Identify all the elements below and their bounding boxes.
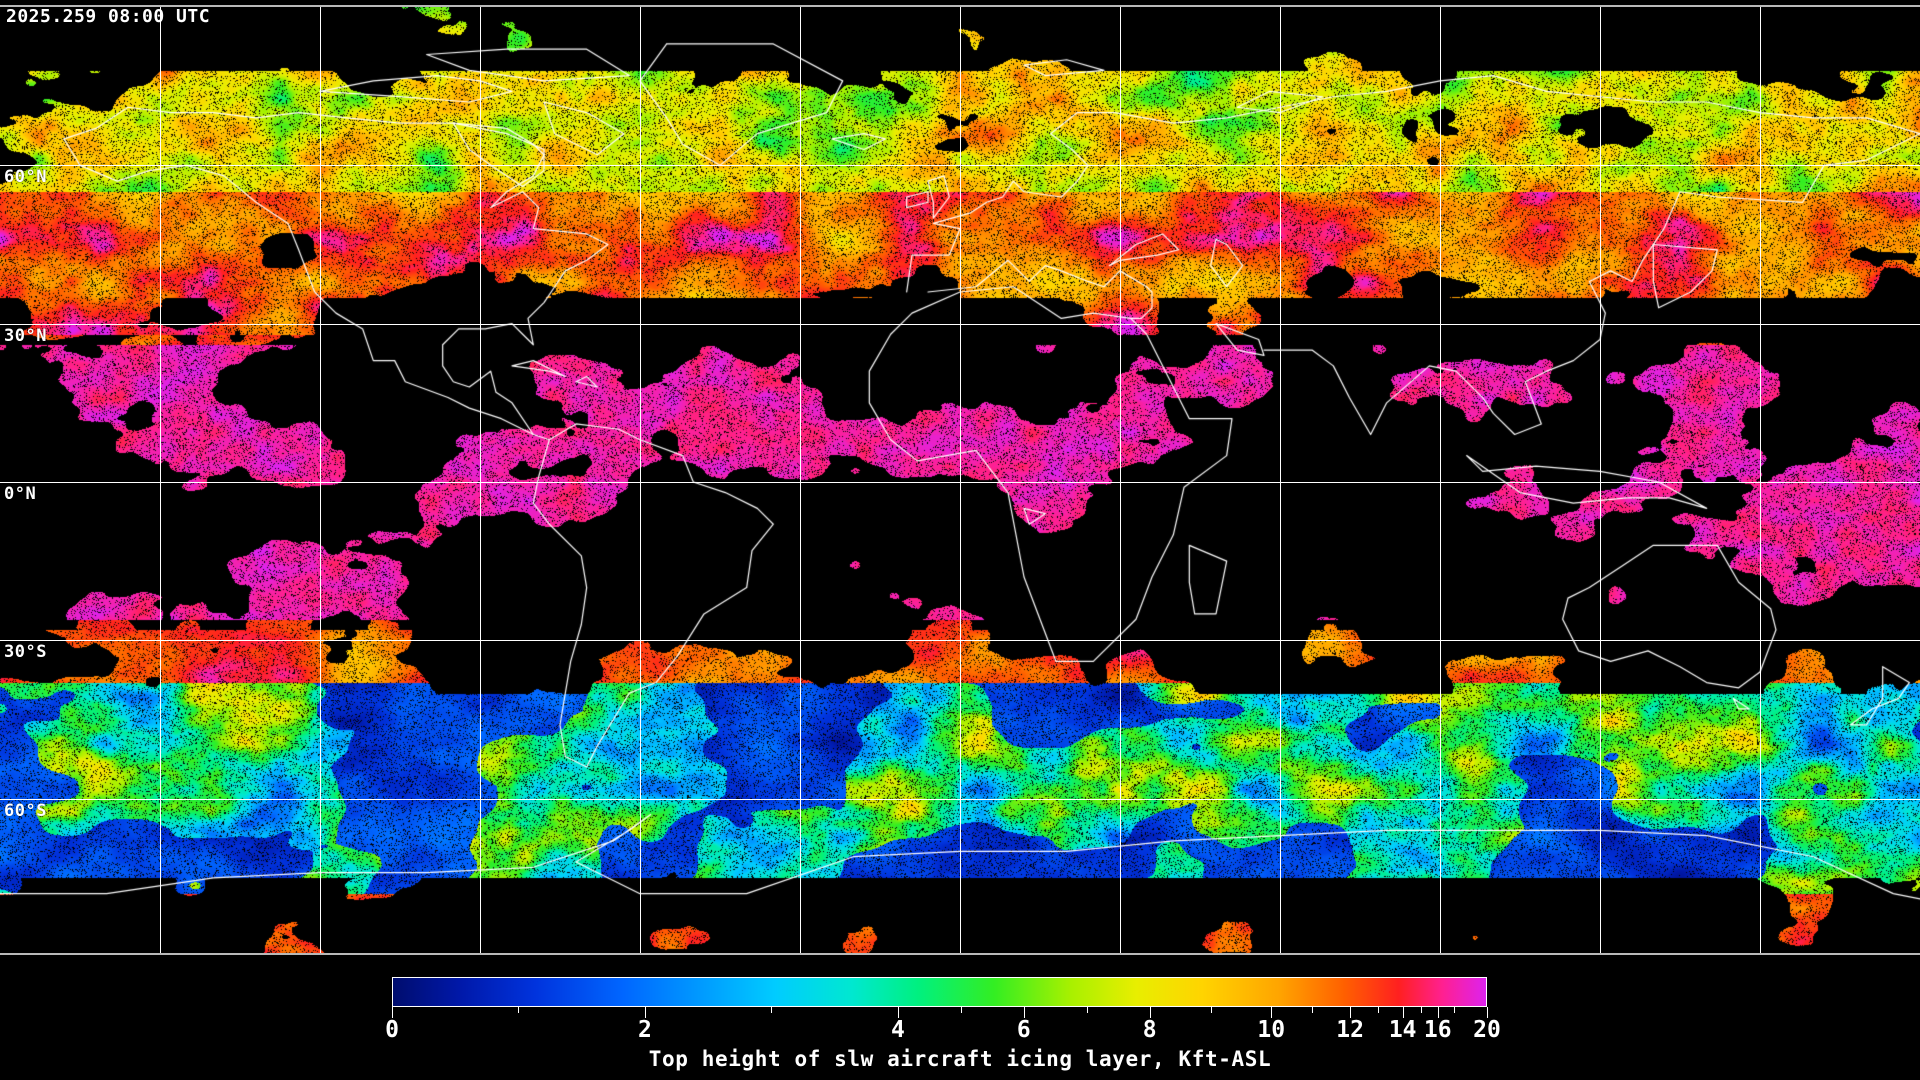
colorbar-tick-minor <box>1377 1007 1379 1013</box>
colorbar-tick-label: 8 <box>1142 1017 1157 1043</box>
colorbar-tick-major <box>1350 1007 1352 1018</box>
colorbar-tick-minor <box>770 1007 772 1013</box>
colorbar-tick-major <box>1271 1007 1273 1018</box>
latitude-label: 30°N <box>4 326 47 346</box>
latitude-label: 60°S <box>4 801 47 821</box>
colorbar-tick-major <box>1023 1007 1025 1018</box>
colorbar-tick-minor <box>1211 1007 1213 1013</box>
colorbar-tick-major <box>644 1007 646 1018</box>
colorbar-tick-label: 14 <box>1388 1017 1417 1043</box>
colorbar-tick-major <box>392 1007 393 1018</box>
colorbar-tick-label: 12 <box>1336 1017 1364 1043</box>
colorbar-container[interactable] <box>392 977 1487 1007</box>
colorbar-tick-labels: 0 2 4 6 8 10 12 14 16 20 <box>385 1017 1501 1047</box>
latitude-label: 30°S <box>4 642 47 662</box>
colorbar-tick-label: 4 <box>890 1017 905 1043</box>
colorbar-tick-minor <box>1421 1007 1423 1013</box>
global-icing-heatmap-canvas[interactable] <box>0 7 1920 953</box>
latitude-label: 60°N <box>4 167 47 187</box>
timestamp-label: 2025.259 08:00 UTC <box>6 6 211 27</box>
map-frame: 60°N 30°N 0°N 30°S 60°S <box>0 5 1920 955</box>
colorbar-tick-label: 2 <box>638 1017 652 1043</box>
colorbar-tick-minor <box>1454 1007 1456 1013</box>
colorbar-tick-major <box>897 1007 899 1018</box>
colorbar-tick-major <box>1437 1007 1439 1018</box>
map-panel: 60°N 30°N 0°N 30°S 60°S 2025.259 08:00 UTC <box>0 5 1920 955</box>
colorbar-tick-major <box>1487 1007 1488 1018</box>
colorbar-legend: 0 2 4 6 8 10 12 14 16 20 Top height of slw aircra… <box>0 955 1920 1080</box>
colorbar-tick-major <box>1402 1007 1404 1018</box>
colorbar-tick-minor <box>1087 1007 1089 1013</box>
colorbar-tick-major <box>1149 1007 1151 1018</box>
colorbar-tick-minor <box>961 1007 963 1013</box>
colorbar-ticks <box>392 1007 1488 1019</box>
latitude-label: 0°N <box>4 484 37 504</box>
colorbar-tick-label: 0 <box>385 1017 399 1043</box>
colorbar-tick-label: 6 <box>1016 1017 1031 1043</box>
colorbar-tick-minor <box>517 1007 519 1013</box>
colorbar-tick-label: 10 <box>1257 1017 1286 1043</box>
colorbar-tick-label: 20 <box>1473 1017 1501 1043</box>
colorbar-gradient[interactable] <box>392 977 1487 1007</box>
colorbar-tick-minor <box>1311 1007 1313 1013</box>
colorbar-caption: Top height of slw aircraft icing layer, … <box>648 1047 1272 1071</box>
colorbar-tick-label: 16 <box>1423 1017 1452 1043</box>
